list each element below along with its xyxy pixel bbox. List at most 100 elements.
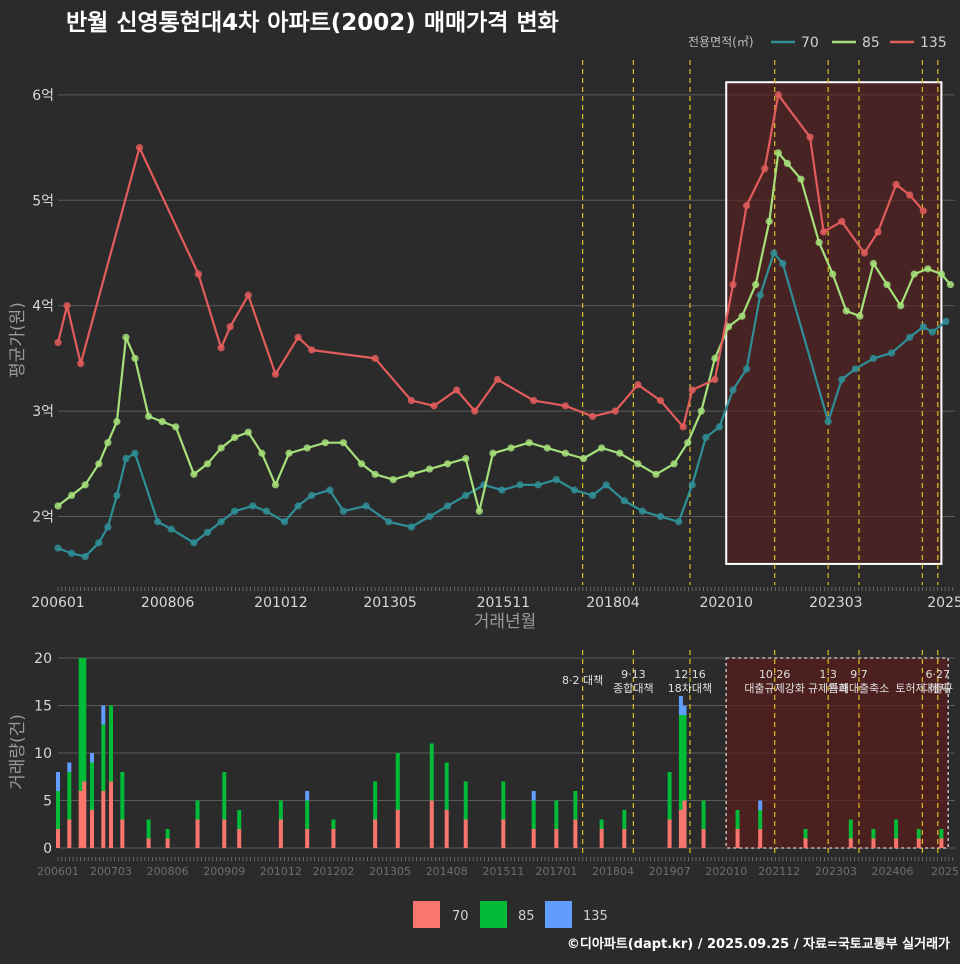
data-point-85 xyxy=(475,507,483,515)
volume-bar-135 xyxy=(56,772,60,791)
x-tick-label: 201012 xyxy=(254,595,307,611)
volume-bar-85 xyxy=(667,772,672,820)
data-point-85 xyxy=(670,460,678,468)
volume-bar-70 xyxy=(678,810,683,848)
x-tick-label: 201804 xyxy=(586,595,640,611)
volume-bar-85 xyxy=(501,781,506,820)
volume-x-tick-label: 201408 xyxy=(426,865,468,878)
volume-bar-70 xyxy=(237,829,242,848)
volume-y-axis-label: 거래량(건) xyxy=(8,714,28,790)
data-point-85 xyxy=(697,407,705,415)
data-point-70 xyxy=(444,502,452,510)
volume-bar-70 xyxy=(758,829,763,848)
data-point-70 xyxy=(588,491,597,500)
x-tick-label: 202010 xyxy=(699,595,752,611)
data-point-85 xyxy=(856,312,864,320)
data-point-85 xyxy=(507,444,515,452)
data-point-85 xyxy=(897,302,905,310)
data-point-135 xyxy=(271,370,280,378)
data-point-70 xyxy=(928,328,936,336)
volume-bar-85 xyxy=(894,819,899,839)
volume-bar-85 xyxy=(395,753,400,810)
volume-y-tick-label: 20 xyxy=(34,651,52,667)
data-point-70 xyxy=(81,552,89,561)
volume-bar-85 xyxy=(531,800,536,829)
data-point-85 xyxy=(579,454,588,463)
data-point-135 xyxy=(453,386,461,394)
data-point-70 xyxy=(113,491,121,500)
volume-bar-85 xyxy=(165,829,170,839)
data-point-85 xyxy=(829,270,837,278)
data-point-85 xyxy=(525,439,533,447)
data-point-70 xyxy=(385,518,393,526)
data-point-85 xyxy=(407,470,415,478)
volume-bar-70 xyxy=(667,819,672,848)
volume-bar-70 xyxy=(305,829,310,848)
volume-bar-85 xyxy=(735,810,740,829)
data-point-70 xyxy=(779,259,787,268)
volume-x-tick-label: 202303 xyxy=(815,865,857,878)
data-point-70 xyxy=(249,502,257,510)
data-point-70 xyxy=(729,386,737,394)
data-point-70 xyxy=(688,481,696,489)
data-point-70 xyxy=(638,507,647,515)
volume-bar-70 xyxy=(444,810,449,848)
x-tick-label: 200601 xyxy=(31,595,84,611)
data-point-70 xyxy=(462,491,470,500)
data-point-70 xyxy=(824,418,832,426)
data-point-85 xyxy=(425,465,434,473)
price-panel: 2억 3억 4억 5억 6억 200601 200806 201012 201305 201511… xyxy=(31,60,960,611)
volume-x-tick-label: 201804 xyxy=(592,865,634,878)
volume-y-tick-label: 5 xyxy=(43,794,52,810)
data-point-135 xyxy=(611,407,619,415)
data-point-85 xyxy=(842,307,850,315)
volume-bar-70 xyxy=(599,829,604,848)
data-point-135 xyxy=(194,270,203,278)
volume-bar-85 xyxy=(120,772,125,820)
policy-annotation-text: 18차대책 xyxy=(668,682,712,695)
volume-bar-135 xyxy=(67,762,72,772)
x-axis-label: 거래년월 xyxy=(474,612,537,632)
data-point-85 xyxy=(389,476,397,484)
data-point-85 xyxy=(444,460,452,468)
data-point-70 xyxy=(262,507,270,515)
volume-bar-85 xyxy=(803,829,808,839)
data-point-85 xyxy=(652,470,660,478)
data-point-135 xyxy=(711,375,719,384)
data-point-85 xyxy=(258,449,266,457)
data-point-135 xyxy=(493,375,502,384)
data-point-70 xyxy=(326,486,334,494)
data-point-135 xyxy=(906,191,914,199)
x-tick-label: 202303 xyxy=(809,595,862,611)
data-point-70 xyxy=(154,518,162,526)
data-point-70 xyxy=(190,539,198,547)
volume-x-tick-label: 201701 xyxy=(535,865,577,878)
volume-x-tick-label: 201907 xyxy=(649,865,691,878)
volume-bar-70 xyxy=(803,838,808,848)
volume-bar-70 xyxy=(463,819,468,848)
volume-bar-70 xyxy=(554,829,559,848)
policy-annotation-date: 12·16 xyxy=(674,668,706,681)
data-point-85 xyxy=(339,439,348,447)
data-point-85 xyxy=(172,423,180,431)
volume-x-tick-label: 201012 xyxy=(260,865,302,878)
y-tick-label: 6억 xyxy=(32,88,54,104)
volume-x-tick-label: 2025 xyxy=(931,865,959,878)
data-point-70 xyxy=(534,481,542,489)
volume-bar-85 xyxy=(146,819,151,839)
policy-annotation-date: 9·7 xyxy=(850,668,868,681)
data-point-135 xyxy=(806,133,814,141)
volume-bar-85 xyxy=(82,658,87,782)
volume-bar-70 xyxy=(429,800,434,848)
data-point-135 xyxy=(407,396,415,405)
data-point-85 xyxy=(203,460,212,468)
volume-bar-85 xyxy=(573,791,578,820)
volume-bar-70 xyxy=(531,829,536,848)
volume-bar-85 xyxy=(109,705,114,782)
data-point-85 xyxy=(937,270,946,278)
data-point-70 xyxy=(869,354,878,362)
data-point-70 xyxy=(675,518,683,526)
volume-x-tick-label: 201511 xyxy=(482,865,524,878)
data-point-85 xyxy=(711,354,719,362)
